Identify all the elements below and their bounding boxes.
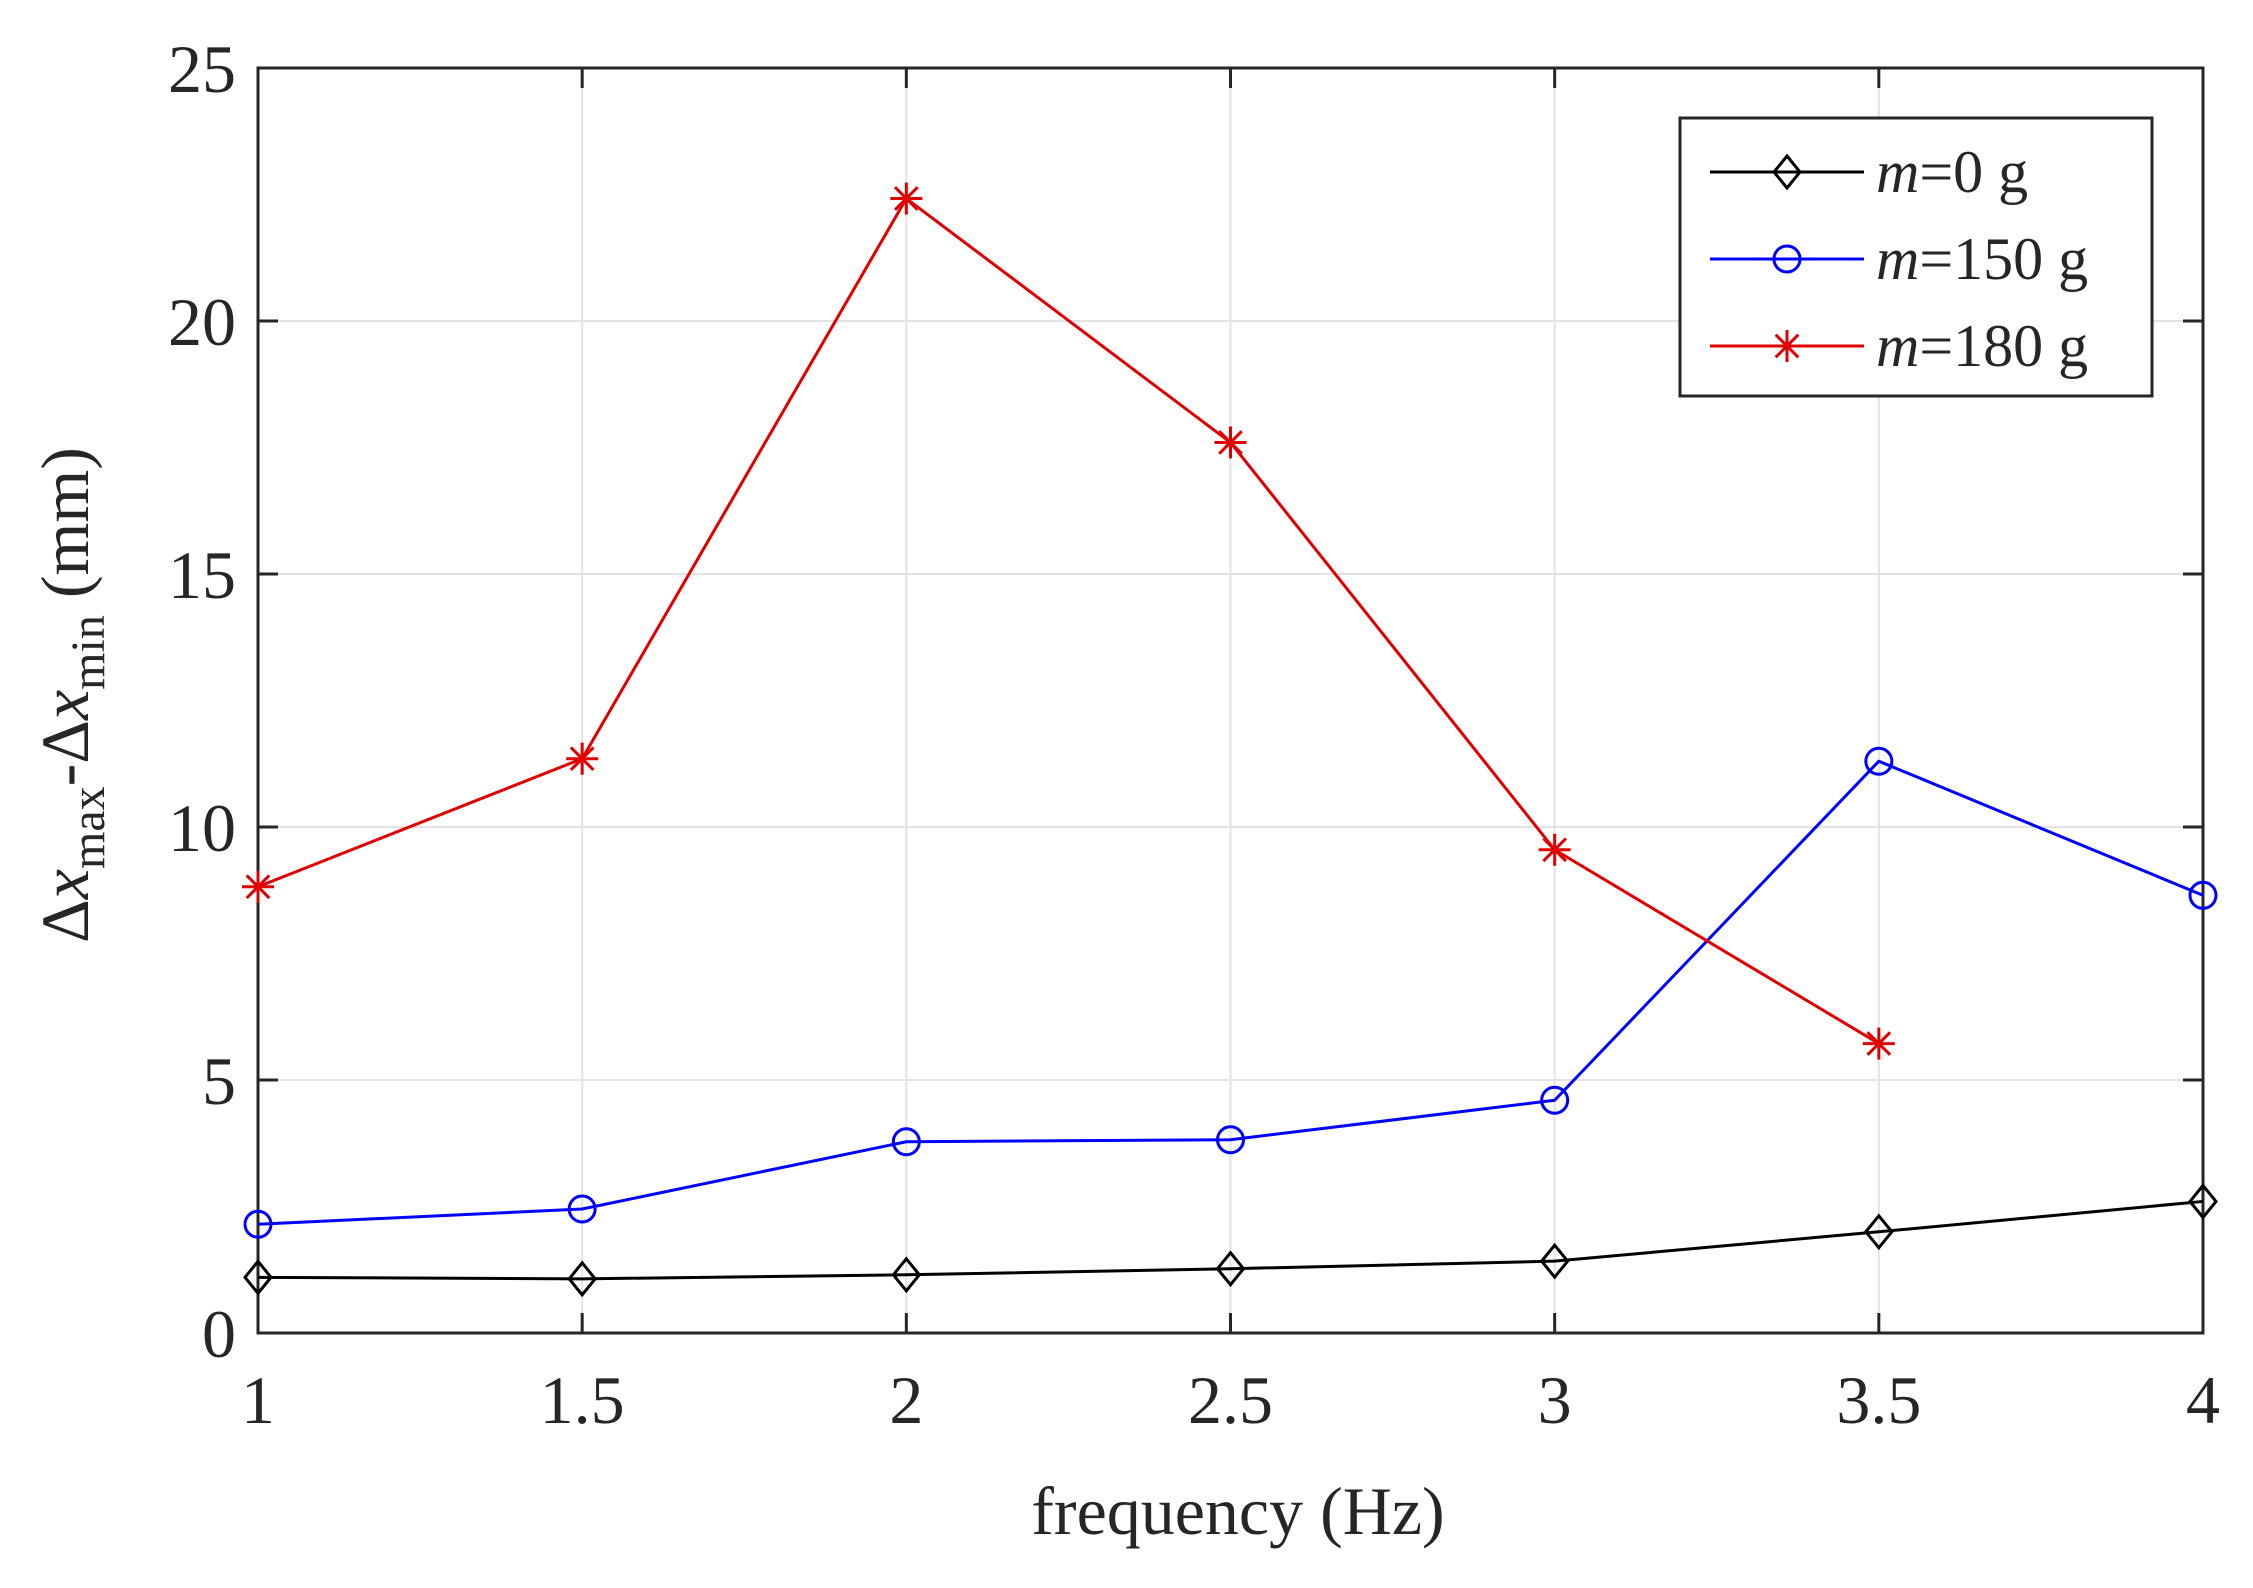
y-tick-label: 20: [168, 284, 236, 360]
data-point: [1863, 1213, 1894, 1251]
legend-label: m=180 g: [1876, 313, 2088, 379]
legend-label-rest: =0 g: [1919, 139, 2028, 205]
data-point: [1862, 1027, 1895, 1060]
asterisk-stroke: [245, 874, 271, 900]
legend-box: [1678, 116, 2154, 398]
data-point: [1864, 746, 1894, 776]
y-axis-var-1: x: [27, 869, 103, 900]
y-tick-label: 10: [168, 790, 236, 866]
legend-marker: [1771, 330, 1803, 362]
y-axis-minus: -: [27, 764, 103, 787]
y-axis-title: Δxmax-Δxmin (mm): [27, 447, 115, 943]
y-axis-sub-min: min: [62, 615, 115, 690]
x-tick-label: 4: [2186, 1362, 2220, 1438]
data-point: [243, 1258, 273, 1296]
data-point: [1539, 1242, 1570, 1280]
y-tick-label: 25: [168, 31, 236, 107]
x-tick-label: 3: [1538, 1362, 1572, 1438]
y-axis-sub-max: max: [62, 786, 115, 869]
legend-entry-1: m=150 g: [1710, 226, 2088, 292]
data-point: [242, 870, 274, 903]
data-point: [1215, 1250, 1246, 1288]
y-axis-units: (mm): [27, 447, 103, 615]
legend-label: m=0 g: [1876, 139, 2028, 205]
legend-label-var: m: [1876, 313, 1919, 379]
data-point: [891, 1256, 922, 1294]
asterisk-stroke: [1542, 837, 1568, 863]
legend-entry-0: m=0 g: [1710, 139, 2028, 205]
asterisk-stroke: [893, 186, 919, 211]
series-2: [242, 182, 1895, 1060]
data-point: [2188, 880, 2218, 910]
data-point: [1214, 426, 1247, 459]
data-point: [890, 182, 923, 215]
x-tick-label: 3.5: [1836, 1362, 1921, 1438]
legend-label-var: m: [1876, 226, 1919, 292]
asterisk-stroke: [1774, 333, 1800, 359]
legend-label-rest: =150 g: [1919, 226, 2088, 292]
x-tick-label: 1: [241, 1362, 275, 1438]
series-layer: [242, 182, 2218, 1298]
data-point: [1540, 1085, 1570, 1115]
series-1: [243, 746, 2218, 1239]
series-line: [257, 197, 1880, 1045]
y-tick-label: 5: [202, 1043, 236, 1119]
y-axis-delta: Δ: [27, 899, 103, 943]
data-point: [1538, 833, 1571, 866]
asterisk-stroke: [1866, 1031, 1892, 1056]
axis-ticks: 1 1.5 2 2.5 3 3.5 4 0 5 10 15 20 25: [168, 31, 2220, 1438]
data-point: [566, 742, 599, 775]
legend-entry-2: m=180 g: [1710, 313, 2088, 379]
legend: m=0 gm=150 gm=180 g: [1678, 116, 2154, 398]
legend-marker: [1772, 153, 1802, 191]
legend-label-var: m: [1876, 139, 1919, 205]
x-tick-label: 2.5: [1188, 1362, 1273, 1438]
x-tick-label: 2: [889, 1362, 923, 1438]
y-axis-var-2: x: [27, 690, 103, 721]
asterisk-stroke: [1218, 430, 1243, 455]
y-axis-delta-2: Δ: [27, 720, 103, 764]
x-tick-label: 1.5: [540, 1362, 625, 1438]
data-point: [243, 1209, 273, 1239]
x-axis-title: frequency (Hz): [1031, 1473, 1444, 1549]
data-point: [567, 1194, 597, 1224]
series-line: [257, 1199, 2204, 1281]
data-point: [891, 1127, 921, 1157]
legend-label-rest: =180 g: [1919, 313, 2088, 379]
y-tick-label: 0: [202, 1296, 236, 1372]
legend-label: m=150 g: [1876, 226, 2088, 292]
series-0: [243, 1183, 2218, 1298]
data-point: [1216, 1125, 1245, 1155]
series-line: [257, 759, 2204, 1226]
data-point: [2188, 1183, 2218, 1220]
legend-marker: [1772, 244, 1802, 274]
y-tick-label: 15: [168, 537, 236, 613]
data-point: [567, 1260, 598, 1298]
asterisk-stroke: [569, 746, 595, 772]
